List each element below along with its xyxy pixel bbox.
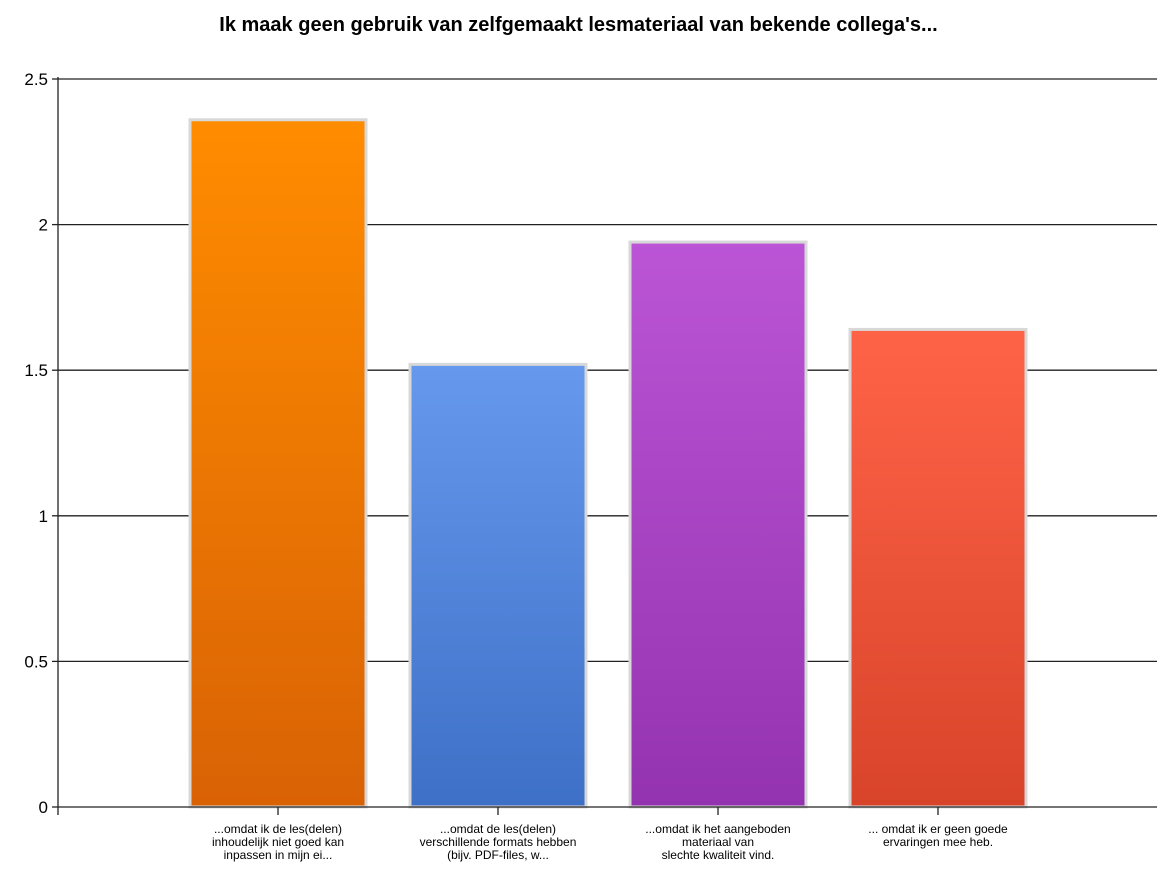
y-tick-label: 2.5 xyxy=(24,70,48,89)
y-tick-label: 0 xyxy=(39,798,48,817)
x-tick-label: ...omdat de les(delen) verschillende form… xyxy=(420,822,577,862)
x-tick-label: ...omdat ik de les(delen) inhoudelijk nie… xyxy=(212,822,344,862)
bar-1 xyxy=(188,118,368,809)
y-axis-tick-labels: 0 0.5 1 1.5 2 2.5 xyxy=(24,70,48,817)
x-tick-label: ...omdat ik het aangeboden materiaal van s… xyxy=(645,822,790,862)
bars xyxy=(188,118,1028,809)
x-axis-category-labels: ...omdat ik de les(delen) inhoudelijk nie… xyxy=(212,822,1008,862)
bar-4 xyxy=(848,327,1028,809)
x-tick-label: ... omdat ik er geen goede ervaringen mee… xyxy=(868,822,1008,849)
y-tick-label: 2 xyxy=(39,216,48,235)
y-tick-label: 1 xyxy=(39,507,48,526)
chart-title: Ik maak geen gebruik van zelfgemaakt les… xyxy=(219,14,938,36)
y-tick-label: 1.5 xyxy=(24,361,48,380)
axes xyxy=(57,77,1157,815)
bar-3 xyxy=(628,240,808,809)
y-tick-label: 0.5 xyxy=(24,652,48,671)
bar-2 xyxy=(408,362,588,809)
